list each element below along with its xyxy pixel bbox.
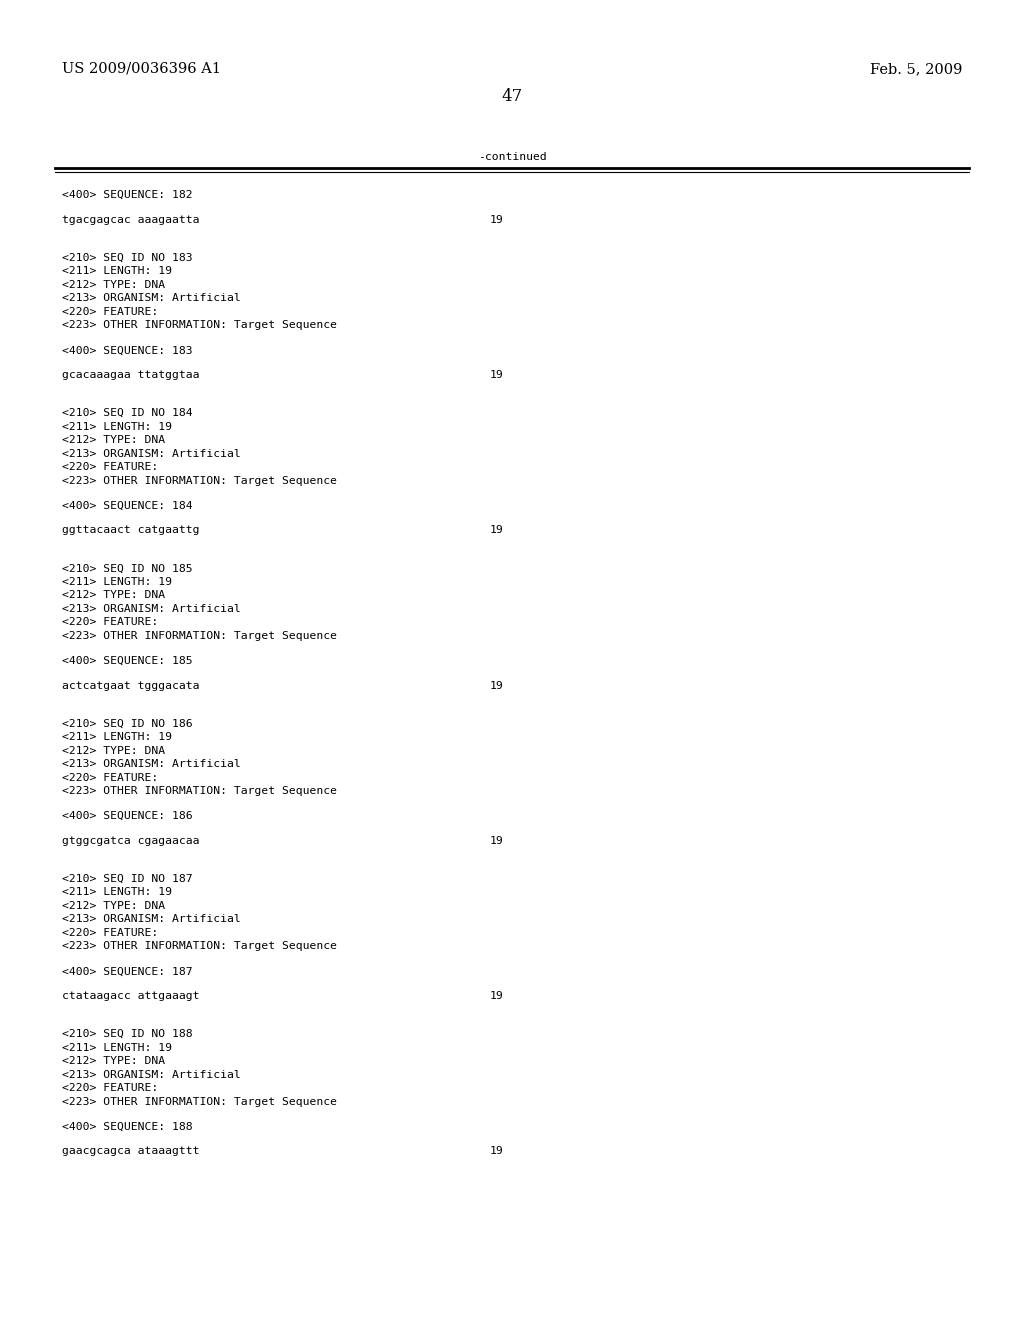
Text: gtggcgatca cgagaacaa: gtggcgatca cgagaacaa [62,836,200,846]
Text: <223> OTHER INFORMATION: Target Sequence: <223> OTHER INFORMATION: Target Sequence [62,631,337,640]
Text: <211> LENGTH: 19: <211> LENGTH: 19 [62,1043,172,1052]
Text: <223> OTHER INFORMATION: Target Sequence: <223> OTHER INFORMATION: Target Sequence [62,941,337,952]
Text: <211> LENGTH: 19: <211> LENGTH: 19 [62,577,172,587]
Text: <213> ORGANISM: Artificial: <213> ORGANISM: Artificial [62,915,241,924]
Text: <400> SEQUENCE: 185: <400> SEQUENCE: 185 [62,656,193,665]
Text: Feb. 5, 2009: Feb. 5, 2009 [869,62,962,77]
Text: <213> ORGANISM: Artificial: <213> ORGANISM: Artificial [62,293,241,304]
Text: <220> FEATURE:: <220> FEATURE: [62,462,159,473]
Text: <213> ORGANISM: Artificial: <213> ORGANISM: Artificial [62,449,241,458]
Text: <400> SEQUENCE: 188: <400> SEQUENCE: 188 [62,1122,193,1131]
Text: ggttacaact catgaattg: ggttacaact catgaattg [62,525,200,536]
Text: 19: 19 [490,215,504,224]
Text: <220> FEATURE:: <220> FEATURE: [62,772,159,783]
Text: 19: 19 [490,681,504,690]
Text: 19: 19 [490,1147,504,1156]
Text: 19: 19 [490,525,504,536]
Text: <212> TYPE: DNA: <212> TYPE: DNA [62,436,165,445]
Text: -continued: -continued [477,152,547,162]
Text: <210> SEQ ID NO 183: <210> SEQ ID NO 183 [62,252,193,263]
Text: <212> TYPE: DNA: <212> TYPE: DNA [62,1056,165,1067]
Text: <210> SEQ ID NO 185: <210> SEQ ID NO 185 [62,564,193,573]
Text: <220> FEATURE:: <220> FEATURE: [62,306,159,317]
Text: <220> FEATURE:: <220> FEATURE: [62,1082,159,1093]
Text: gcacaaagaa ttatggtaa: gcacaaagaa ttatggtaa [62,370,200,380]
Text: <211> LENGTH: 19: <211> LENGTH: 19 [62,887,172,898]
Text: <212> TYPE: DNA: <212> TYPE: DNA [62,900,165,911]
Text: <220> FEATURE:: <220> FEATURE: [62,928,159,937]
Text: <210> SEQ ID NO 186: <210> SEQ ID NO 186 [62,718,193,729]
Text: actcatgaat tgggacata: actcatgaat tgggacata [62,681,200,690]
Text: <213> ORGANISM: Artificial: <213> ORGANISM: Artificial [62,1069,241,1080]
Text: <223> OTHER INFORMATION: Target Sequence: <223> OTHER INFORMATION: Target Sequence [62,785,337,796]
Text: 19: 19 [490,370,504,380]
Text: tgacgagcac aaagaatta: tgacgagcac aaagaatta [62,215,200,224]
Text: <212> TYPE: DNA: <212> TYPE: DNA [62,746,165,755]
Text: <400> SEQUENCE: 184: <400> SEQUENCE: 184 [62,500,193,511]
Text: <211> LENGTH: 19: <211> LENGTH: 19 [62,267,172,276]
Text: <211> LENGTH: 19: <211> LENGTH: 19 [62,733,172,742]
Text: <220> FEATURE:: <220> FEATURE: [62,618,159,627]
Text: <210> SEQ ID NO 188: <210> SEQ ID NO 188 [62,1030,193,1039]
Text: <213> ORGANISM: Artificial: <213> ORGANISM: Artificial [62,759,241,770]
Text: <223> OTHER INFORMATION: Target Sequence: <223> OTHER INFORMATION: Target Sequence [62,475,337,486]
Text: <223> OTHER INFORMATION: Target Sequence: <223> OTHER INFORMATION: Target Sequence [62,321,337,330]
Text: <212> TYPE: DNA: <212> TYPE: DNA [62,280,165,290]
Text: <211> LENGTH: 19: <211> LENGTH: 19 [62,421,172,432]
Text: <223> OTHER INFORMATION: Target Sequence: <223> OTHER INFORMATION: Target Sequence [62,1097,337,1106]
Text: <212> TYPE: DNA: <212> TYPE: DNA [62,590,165,601]
Text: gaacgcagca ataaagttt: gaacgcagca ataaagttt [62,1147,200,1156]
Text: <400> SEQUENCE: 182: <400> SEQUENCE: 182 [62,190,193,201]
Text: <210> SEQ ID NO 184: <210> SEQ ID NO 184 [62,408,193,418]
Text: 19: 19 [490,836,504,846]
Text: 19: 19 [490,991,504,1002]
Text: ctataagacc attgaaagt: ctataagacc attgaaagt [62,991,200,1002]
Text: <400> SEQUENCE: 183: <400> SEQUENCE: 183 [62,346,193,355]
Text: 47: 47 [502,88,522,106]
Text: US 2009/0036396 A1: US 2009/0036396 A1 [62,62,221,77]
Text: <400> SEQUENCE: 187: <400> SEQUENCE: 187 [62,966,193,977]
Text: <400> SEQUENCE: 186: <400> SEQUENCE: 186 [62,810,193,821]
Text: <210> SEQ ID NO 187: <210> SEQ ID NO 187 [62,874,193,884]
Text: <213> ORGANISM: Artificial: <213> ORGANISM: Artificial [62,603,241,614]
